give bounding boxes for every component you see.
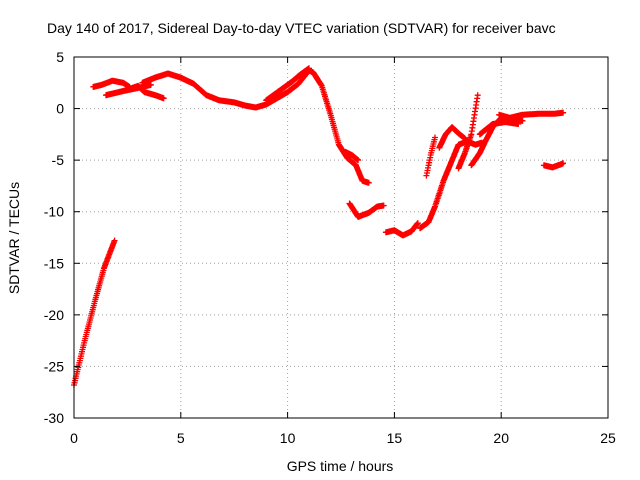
data-trace (346, 200, 387, 220)
chart-title: Day 140 of 2017, Sidereal Day-to-day VTE… (47, 20, 556, 36)
data-point-markers (423, 134, 438, 179)
y-tick-label: -5 (52, 152, 65, 168)
data-point-markers (496, 109, 567, 121)
y-tick-label: -25 (44, 358, 64, 374)
data-point-markers (540, 160, 567, 171)
y-tick-label: -30 (44, 410, 64, 426)
data-trace (342, 148, 362, 164)
plot-frame (73, 56, 609, 419)
data-trace (455, 92, 481, 172)
data-point-markers (455, 92, 481, 172)
y-tick-label: 0 (56, 101, 64, 117)
data-point-markers (90, 77, 133, 90)
data-trace (263, 65, 312, 104)
data-point-markers (382, 220, 421, 239)
tick-labels: 0 5 10 15 20 25 -30 -25 -20 -15 -10 -5 0 5 (44, 49, 616, 446)
x-tick-label: 15 (387, 430, 403, 446)
data-trace (496, 109, 567, 121)
data-trace (476, 119, 522, 138)
data-trace (382, 220, 421, 239)
data-trace (423, 134, 438, 179)
data-points (71, 65, 567, 388)
data-trace (90, 77, 133, 90)
y-axis-label: SDTVAR / TECUs (6, 182, 22, 294)
data-point-markers (476, 119, 522, 138)
x-tick-label: 5 (177, 430, 185, 446)
data-point-markers (263, 65, 312, 104)
y-tick-label: -10 (44, 204, 64, 220)
y-tick-label: 5 (56, 49, 64, 65)
data-point-markers (346, 200, 387, 220)
data-trace (126, 82, 167, 102)
x-axis-label: GPS time / hours (287, 458, 394, 474)
data-point-markers (436, 124, 468, 151)
data-trace (436, 124, 468, 151)
x-tick-label: 10 (280, 430, 296, 446)
data-trace (540, 160, 567, 171)
x-tick-label: 0 (70, 430, 78, 446)
axis-ticks (73, 56, 609, 419)
x-tick-label: 25 (600, 430, 616, 446)
data-point-markers (126, 82, 167, 102)
x-tick-label: 20 (493, 430, 509, 446)
y-tick-label: -15 (44, 255, 64, 271)
data-point-markers (342, 148, 362, 164)
y-tick-label: -20 (44, 307, 64, 323)
